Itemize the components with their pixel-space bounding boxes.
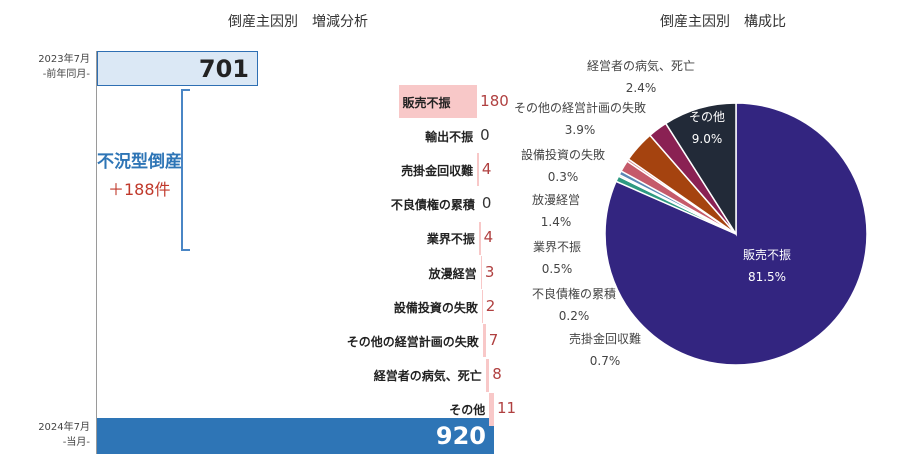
pie-label: 経営者の病気、死亡 2.4% xyxy=(561,55,721,99)
pie-label-value: 9.0% xyxy=(691,132,723,146)
value-label: 0 xyxy=(481,194,492,213)
pie-slice xyxy=(664,102,737,237)
waterfall-bar xyxy=(481,290,483,324)
pie-label-name: その他の経営計画の失敗 xyxy=(513,101,646,115)
pie-label-value: 3.9% xyxy=(564,123,596,137)
pie-label-value: 0.2% xyxy=(558,309,590,323)
value-label: 4 xyxy=(483,228,494,247)
value-label: 3 xyxy=(484,262,495,281)
category-label: 設備投資の失敗 xyxy=(393,300,478,315)
pie-label: その他 9.0% xyxy=(627,106,787,150)
pie-label-value: 81.5% xyxy=(747,270,787,284)
value-label: 4 xyxy=(481,159,492,178)
pie-label-name: 設備投資の失敗 xyxy=(520,148,605,162)
pie-label-name: その他 xyxy=(688,110,725,124)
group-bracket xyxy=(181,89,190,251)
pie-label: 不良債権の累積 0.2% xyxy=(494,283,654,327)
value-label: 0 xyxy=(480,125,490,144)
category-label: 経営者の病気、死亡 xyxy=(373,369,482,384)
value-label: 2 xyxy=(485,296,496,315)
pie-label-name: 不良債権の累積 xyxy=(531,287,616,301)
value-label: 7 xyxy=(488,330,499,349)
value-label: 180 xyxy=(480,91,509,110)
category-label: 業界不振 xyxy=(426,232,475,247)
group-delta: ＋188件 xyxy=(108,180,171,199)
waterfall-title: 倒産主因別 増減分析 xyxy=(228,14,368,30)
pie-label-value: 0.5% xyxy=(541,262,573,276)
pie-label-value: 2.4% xyxy=(625,81,657,95)
waterfall-bar xyxy=(482,324,486,358)
pie-label-name: 販売不振 xyxy=(742,248,791,262)
category-label: その他 xyxy=(449,403,486,418)
waterfall-bar xyxy=(480,256,482,289)
pie-title: 倒産主因別 構成比 xyxy=(660,14,786,30)
end-period-date: 2024年7月 xyxy=(38,422,90,433)
start-total-bar: 701 xyxy=(97,51,258,86)
waterfall-bar xyxy=(477,153,479,187)
pie-label-value: 0.3% xyxy=(547,170,579,184)
pie-label: 設備投資の失敗 0.3% xyxy=(483,144,643,188)
pie-label-name: 業界不振 xyxy=(532,240,581,254)
pie-label-value: 1.4% xyxy=(540,215,572,229)
waterfall-bar xyxy=(489,392,494,426)
end-total-bar: 920 xyxy=(97,418,494,454)
pie-label-value: 0.7% xyxy=(589,354,621,368)
start-period-label: 2023年7月 -前年同月- xyxy=(4,52,90,82)
waterfall-bar xyxy=(478,221,481,255)
waterfall-axis-line xyxy=(96,51,97,454)
value-label: 8 xyxy=(492,365,502,384)
category-label: 販売不振 xyxy=(402,95,451,110)
pie-label: 売掛金回収難 0.7% xyxy=(525,328,685,372)
start-period-date: 2023年7月 xyxy=(38,54,90,65)
pie-label-name: 経営者の病気、死亡 xyxy=(586,59,695,73)
category-label: 売掛金回収難 xyxy=(401,163,474,178)
end-total-value: 920 xyxy=(435,422,486,450)
category-label: 輸出不振 xyxy=(425,129,474,144)
value-label: 11 xyxy=(497,399,517,418)
group-title: 不況型倒産 xyxy=(97,152,182,172)
pie-label-name: 放漫経営 xyxy=(531,193,580,207)
category-label: 放漫経営 xyxy=(428,266,477,281)
category-label: 不良債権の累積 xyxy=(390,198,475,213)
start-total-value: 701 xyxy=(198,54,249,83)
category-label: その他の経営計画の失敗 xyxy=(346,334,479,349)
pie-label: その他の経営計画の失敗 3.9% xyxy=(500,97,660,141)
pie-label-name: 売掛金回収難 xyxy=(568,332,641,346)
waterfall-bar xyxy=(485,358,490,392)
pie-label: 販売不振 81.5% xyxy=(687,244,847,288)
waterfall-bar xyxy=(399,85,478,118)
start-period-sublabel: -前年同月- xyxy=(42,69,90,80)
end-period-label: 2024年7月 -当月- xyxy=(4,420,90,450)
end-period-sublabel: -当月- xyxy=(62,437,90,448)
pie-label: 業界不振 0.5% xyxy=(477,236,637,280)
pie-label: 放漫経営 1.4% xyxy=(476,189,636,233)
